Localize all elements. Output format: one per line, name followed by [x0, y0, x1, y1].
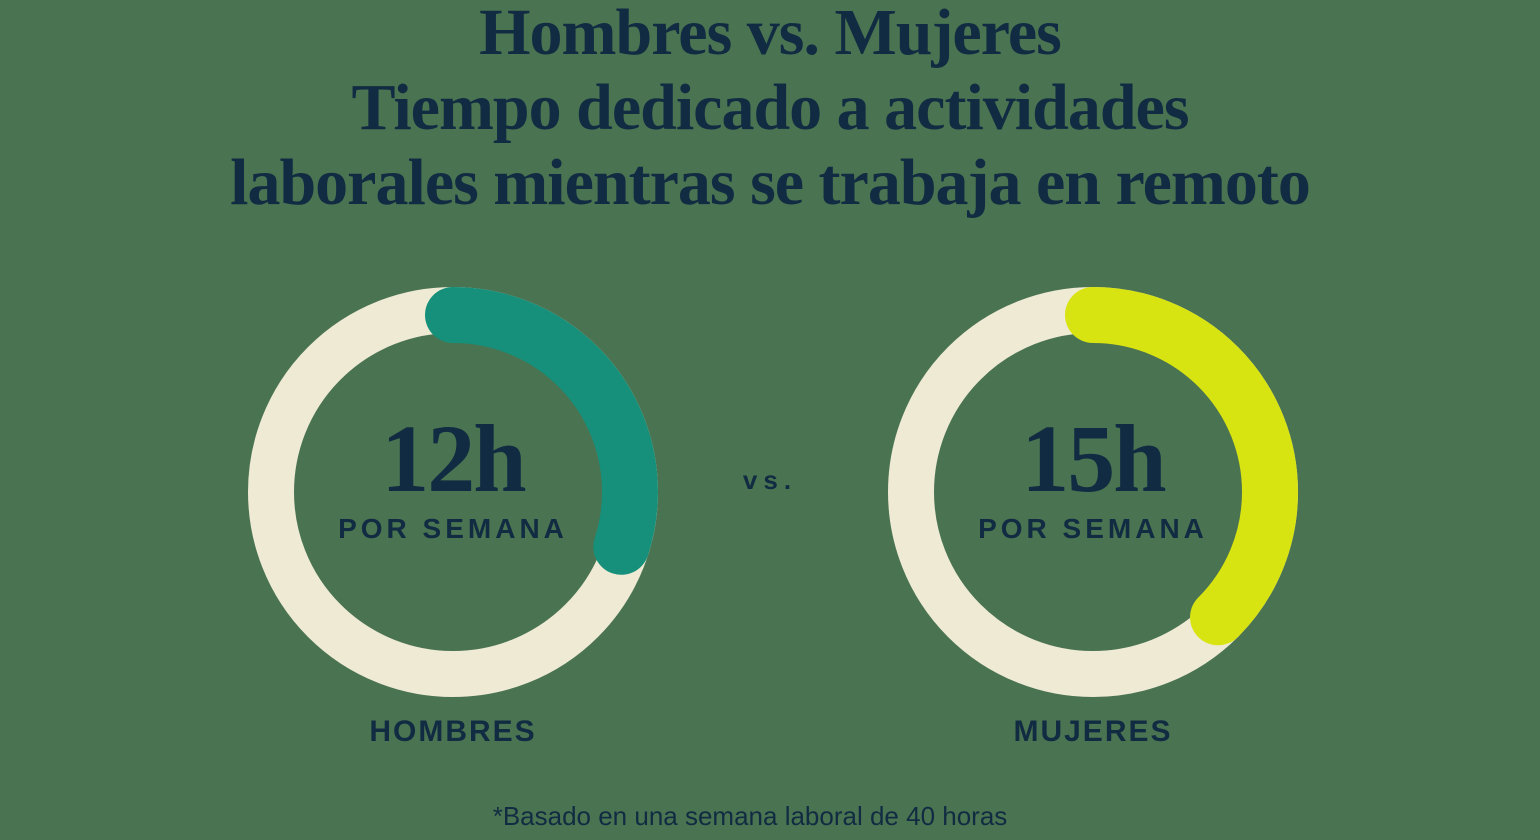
donut-chart-hombres: 12h POR SEMANA HOMBRES	[248, 287, 658, 787]
donut-chart-mujeres: 15h POR SEMANA MUJERES	[888, 287, 1298, 787]
page-title: Hombres vs. Mujeres Tiempo dedicado a ac…	[0, 0, 1540, 220]
title-line-1: Hombres vs. Mujeres	[479, 0, 1062, 69]
donut-svg-hombres	[248, 287, 658, 697]
donut-svg-mujeres	[888, 287, 1298, 697]
donut-arc-hombres	[248, 287, 658, 697]
hours-value-hombres: 12h	[381, 405, 526, 512]
group-label-hombres: HOMBRES	[369, 715, 537, 748]
group-label-mujeres: MUJERES	[1013, 715, 1173, 748]
hours-value-mujeres: 15h	[1021, 405, 1166, 512]
footnote: *Basado en una semana laboral de 40 hora…	[492, 801, 1008, 831]
hours-unit-hombres: POR SEMANA	[338, 513, 568, 544]
hours-unit-mujeres: POR SEMANA	[978, 513, 1208, 544]
title-line-2: Tiempo dedicado a actividades	[351, 71, 1189, 144]
donut-arc-mujeres	[888, 287, 1298, 697]
title-line-3: laborales mientras se trabaja en remoto	[230, 146, 1311, 219]
vs-label: vs.	[742, 465, 798, 495]
